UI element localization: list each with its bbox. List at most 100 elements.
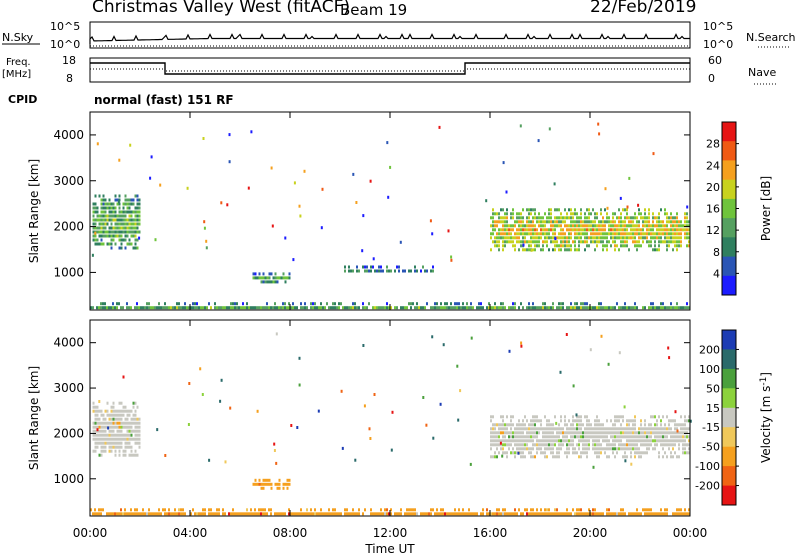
- velocity-cell: [666, 439, 668, 443]
- power-cell: [528, 208, 530, 212]
- velocity-sparse-cell: [224, 460, 227, 464]
- velocity-cell: [104, 409, 107, 413]
- velocity-cell: [634, 415, 636, 419]
- power-colorbar-tick-label: 8: [713, 246, 720, 259]
- power-cell: [548, 306, 550, 310]
- power-cell: [558, 220, 560, 224]
- power-cell: [636, 232, 638, 236]
- power-cell: [566, 248, 568, 252]
- velocity-cell: [232, 508, 234, 512]
- power-cell: [136, 198, 139, 202]
- velocity-cell: [590, 435, 592, 439]
- power-cell: [648, 228, 650, 232]
- velocity-cell: [616, 451, 618, 455]
- velocity-cell: [548, 439, 550, 443]
- power-cell: [354, 306, 356, 310]
- velocity-cell: [116, 425, 119, 429]
- velocity-cell: [552, 431, 554, 435]
- power-cell: [578, 220, 580, 224]
- velocity-cell: [658, 512, 660, 516]
- velocity-cell: [632, 447, 634, 451]
- power-cell: [566, 240, 568, 244]
- power-cell: [180, 306, 182, 310]
- power-sparse-cell: [154, 238, 157, 242]
- power-cell: [374, 306, 376, 310]
- velocity-cell: [124, 409, 127, 413]
- power-cell: [270, 280, 273, 284]
- velocity-cell: [556, 451, 558, 455]
- velocity-cell: [104, 437, 107, 441]
- velocity-cell: [410, 508, 412, 512]
- power-cell: [516, 228, 518, 232]
- power-cell: [142, 306, 144, 310]
- velocity-cell: [94, 449, 97, 453]
- power-cell: [490, 224, 492, 228]
- velocity-cell: [94, 433, 97, 437]
- power-cell: [616, 244, 618, 248]
- power-cell: [158, 306, 160, 310]
- velocity-cell: [544, 447, 546, 451]
- velocity-sparse-cell: [517, 451, 520, 455]
- power-cell: [650, 306, 652, 310]
- velocity-cell: [264, 512, 266, 516]
- power-cell: [656, 306, 658, 310]
- power-cell: [664, 224, 666, 228]
- power-cell: [594, 220, 596, 224]
- velocity-sparse-cell: [373, 393, 376, 396]
- velocity-cell: [126, 413, 129, 417]
- velocity-cell: [602, 512, 604, 516]
- velocity-sparse-cell: [520, 344, 523, 348]
- velocity-cell: [624, 451, 626, 455]
- power-cell: [104, 218, 107, 222]
- power-cell: [612, 240, 614, 244]
- velocity-cell: [530, 423, 532, 427]
- power-cell: [676, 244, 678, 248]
- velocity-cell: [566, 439, 568, 443]
- power-cell: [666, 240, 668, 244]
- velocity-cell: [178, 508, 180, 512]
- velocity-cell: [606, 427, 608, 431]
- power-cell: [234, 302, 236, 306]
- velocity-cell: [630, 451, 632, 455]
- velocity-cell: [532, 435, 534, 439]
- power-cell: [232, 306, 234, 310]
- velocity-cell: [674, 512, 676, 516]
- power-sparse-cell: [355, 201, 358, 204]
- velocity-cell: [582, 447, 584, 451]
- velocity-cell: [658, 439, 660, 443]
- power-cell: [596, 228, 598, 232]
- power-cell: [604, 244, 606, 248]
- power-cell: [454, 306, 456, 310]
- velocity-cell: [494, 443, 496, 447]
- velocity-cell: [644, 512, 646, 516]
- velocity-cell: [266, 512, 268, 516]
- power-cell: [390, 306, 392, 310]
- velocity-cell: [612, 435, 614, 439]
- velocity-ytick-label: 3000: [53, 381, 84, 395]
- power-cell: [132, 218, 135, 222]
- velocity-cell: [100, 437, 103, 441]
- power-cell: [508, 228, 510, 232]
- power-cell: [560, 244, 562, 248]
- power-cell: [388, 269, 390, 273]
- velocity-cell: [558, 443, 560, 447]
- velocity-cell: [456, 512, 458, 516]
- power-cell: [620, 306, 622, 310]
- velocity-cell: [554, 443, 556, 447]
- power-cell: [504, 240, 506, 244]
- velocity-cell: [136, 429, 139, 433]
- velocity-cell: [666, 443, 668, 447]
- velocity-cell: [636, 439, 638, 443]
- velocity-cell: [576, 512, 578, 516]
- velocity-cell: [574, 435, 576, 439]
- power-cell: [512, 306, 514, 310]
- power-cell: [530, 212, 532, 216]
- power-cell: [378, 269, 380, 273]
- power-cell: [602, 244, 604, 248]
- power-cell: [674, 240, 676, 244]
- power-cell: [616, 228, 618, 232]
- velocity-cell: [524, 423, 526, 427]
- velocity-cell: [582, 451, 584, 455]
- velocity-sparse-cell: [199, 367, 202, 371]
- power-colorbar-segment: [722, 275, 736, 296]
